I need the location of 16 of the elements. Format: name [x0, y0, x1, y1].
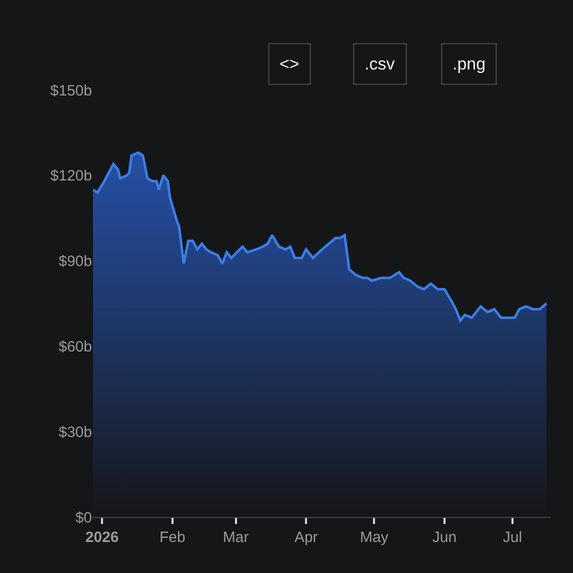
x-tick-label: 2026 [85, 529, 119, 546]
x-tick-label: Feb [159, 529, 186, 546]
x-tick-label: Apr [294, 529, 318, 546]
x-tick-label: May [360, 529, 389, 546]
y-tick-label: $30b [58, 424, 92, 441]
y-tick-label: $90b [58, 253, 92, 270]
y-tick-label: $120b [50, 168, 92, 185]
x-tick-label: Mar [222, 529, 249, 546]
y-tick-label: $150b [50, 82, 92, 100]
y-tick-label: $0 [75, 509, 92, 526]
x-tick-label: Jun [432, 529, 457, 546]
x-tick-label: Jul [502, 529, 522, 546]
text: .png [452, 54, 486, 74]
text: <> [280, 54, 300, 74]
text: .csv [364, 54, 396, 74]
y-tick-label: $60b [58, 338, 92, 356]
